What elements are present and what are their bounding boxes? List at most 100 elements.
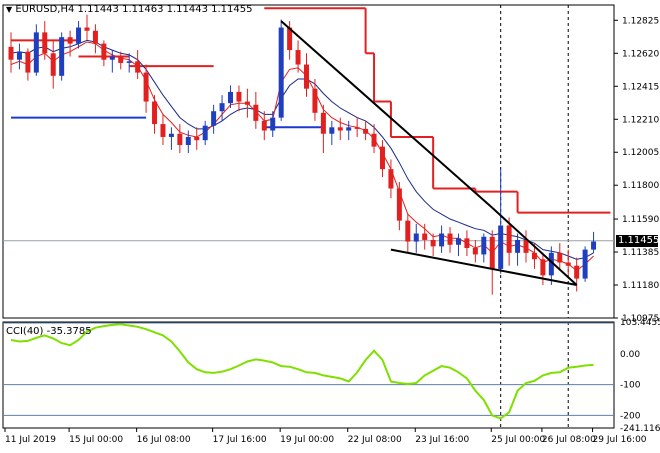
candle-body	[489, 236, 495, 269]
price-tick-label: 1.12210	[622, 115, 659, 125]
candle-body	[304, 64, 309, 89]
price-tick-label: 1.12620	[622, 49, 659, 59]
candle-body	[261, 120, 267, 131]
candle-body	[16, 51, 22, 60]
candle-body	[455, 238, 461, 245]
trendline	[491, 207, 578, 286]
candle-body	[202, 125, 208, 141]
candle-body	[413, 233, 419, 242]
price-tick-label: 1.12825	[622, 16, 659, 26]
candle-body	[143, 72, 149, 102]
candle-body	[67, 37, 73, 44]
candle-body	[405, 220, 411, 242]
candle-body	[42, 32, 48, 54]
candle-body	[236, 91, 242, 102]
candle-body	[211, 111, 217, 126]
candle-body	[329, 127, 335, 134]
time-tick-label: 22 Jul 08:00	[348, 435, 402, 445]
candle-body	[523, 239, 529, 253]
time-tick-label: 26 Jul 08:00	[542, 435, 596, 445]
time-tick-label: 11 Jul 2019	[5, 435, 56, 445]
time-tick-label: 17 Jul 16:00	[213, 435, 267, 445]
moving-average-red	[10, 41, 594, 272]
candle-body	[531, 252, 537, 260]
cci-tick-label: 0.00	[620, 350, 640, 360]
candle-body	[253, 104, 259, 121]
candle-body	[152, 101, 158, 125]
candle-body	[76, 27, 82, 44]
current-price-tag: 1.11455	[616, 235, 660, 247]
candle-body	[244, 101, 250, 105]
candle-body	[396, 188, 402, 221]
candle-body	[591, 241, 597, 250]
cci-tick-label: 103.4455	[620, 318, 660, 328]
candle-body	[557, 252, 563, 263]
candle-body	[312, 88, 318, 113]
candle-body	[565, 262, 571, 266]
candle-body	[498, 225, 504, 269]
candle-body	[295, 50, 301, 65]
candle-body	[126, 61, 132, 63]
candle-body	[109, 56, 115, 60]
candle-body	[278, 27, 284, 118]
candle-body	[320, 112, 326, 134]
price-tick-label: 1.11590	[622, 215, 659, 225]
cci-tick-label: -241.1161	[620, 424, 660, 434]
candle-body	[548, 252, 554, 276]
candle-body	[228, 91, 234, 104]
candle-body	[101, 43, 107, 60]
candle-body	[33, 32, 39, 73]
candle-body	[388, 169, 394, 189]
trendline	[390, 248, 577, 286]
ohlc-text: 1.11443 1.11463 1.11443 1.11455	[77, 4, 253, 15]
candle-body	[8, 46, 14, 60]
candle-body	[574, 265, 580, 279]
candle-body	[422, 233, 428, 240]
trendline	[280, 20, 493, 209]
candle-body	[371, 133, 377, 147]
candle-body	[472, 247, 478, 255]
price-tick-label: 1.12415	[622, 82, 659, 92]
price-tick-label: 1.11800	[622, 181, 659, 191]
candle-body	[59, 37, 65, 76]
price-tick-label: 1.11385	[622, 248, 659, 258]
time-tick-label: 16 Jul 08:00	[137, 435, 191, 445]
candle-body	[177, 133, 183, 146]
candle-body	[194, 136, 200, 141]
main-plot-frame	[2, 4, 615, 319]
symbol-label: EURUSD,H4	[15, 4, 75, 15]
candle-body	[447, 233, 453, 245]
chart-menu-icon[interactable]: ▼	[6, 5, 13, 14]
candle-body	[379, 146, 385, 170]
cci-line	[10, 323, 594, 420]
candle-body	[135, 61, 141, 73]
candle-body	[430, 239, 436, 247]
candle-body	[185, 136, 191, 146]
candle-body	[582, 249, 588, 279]
candle-body	[50, 53, 56, 76]
cci-tick-label: -200	[620, 411, 641, 421]
candle-body	[25, 51, 31, 73]
candle-body	[160, 124, 166, 137]
candle-body	[287, 27, 293, 51]
candle-body	[464, 238, 470, 248]
time-tick-label: 15 Jul 00:00	[69, 435, 123, 445]
time-tick-label: 25 Jul 00:00	[491, 435, 545, 445]
candle-body	[506, 225, 512, 253]
moving-average-blue	[10, 39, 594, 260]
candle-body	[354, 127, 360, 129]
symbol-header: ▼ EURUSD,H4 1.11443 1.11463 1.11443 1.11…	[6, 4, 253, 15]
candle-body	[363, 128, 369, 134]
candle-body	[346, 127, 352, 131]
cci-plot-frame	[2, 321, 615, 429]
candle-body	[219, 103, 225, 112]
candle-body	[337, 127, 343, 131]
candle-body	[168, 133, 174, 137]
cci-tick-label: -100	[620, 381, 641, 391]
candle-body	[118, 56, 124, 63]
time-tick-label: 23 Jul 16:00	[415, 435, 469, 445]
candle-body	[515, 239, 521, 253]
time-tick-label: 19 Jul 00:00	[280, 435, 334, 445]
